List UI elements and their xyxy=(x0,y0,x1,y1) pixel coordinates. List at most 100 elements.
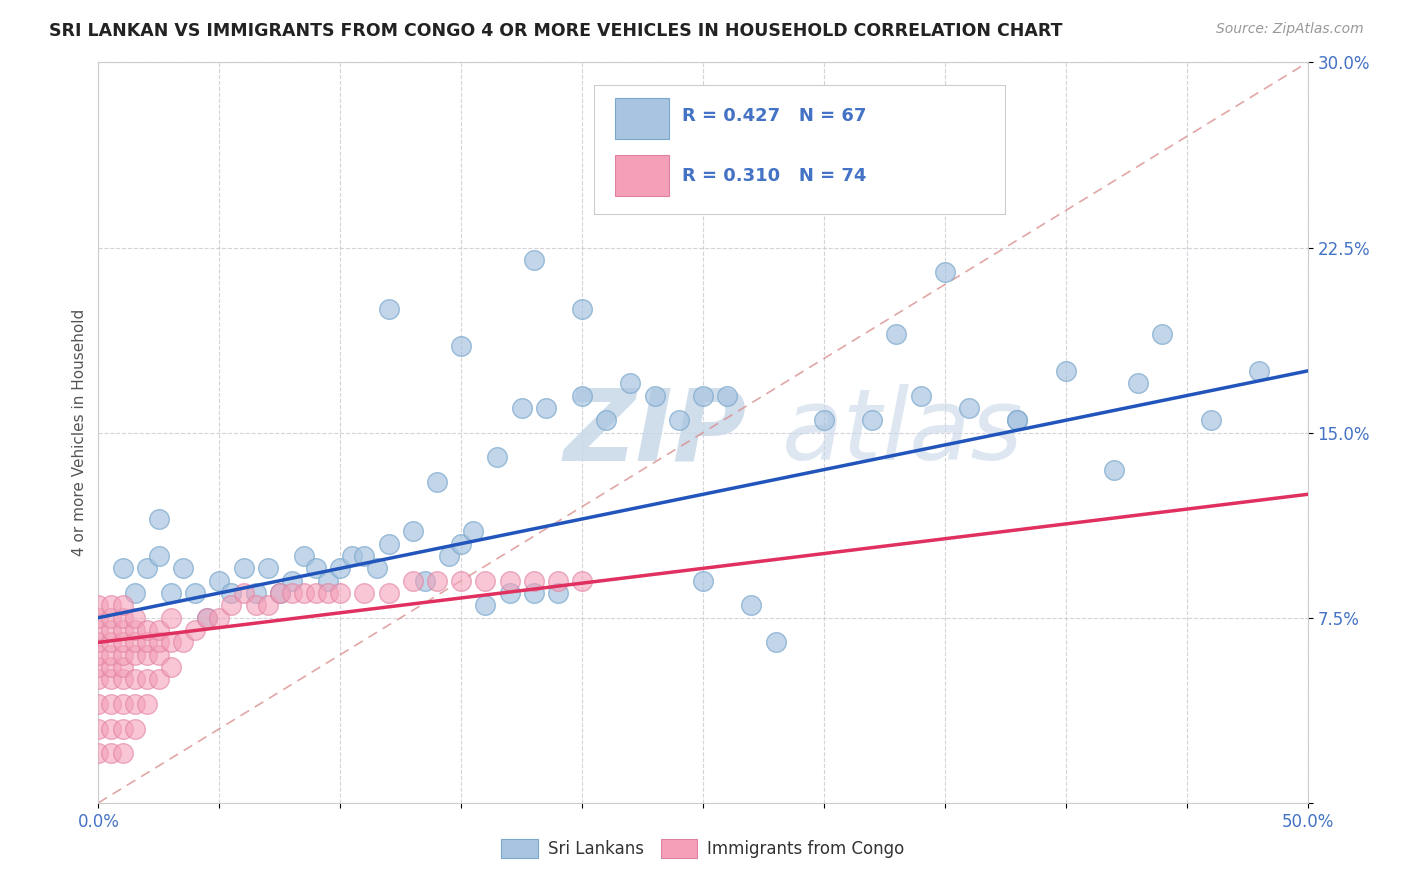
Point xyxy=(619,376,641,391)
Point xyxy=(184,586,207,600)
Point xyxy=(329,586,352,600)
Point xyxy=(740,599,762,613)
Point xyxy=(87,722,110,736)
Point xyxy=(87,660,110,674)
Point xyxy=(377,302,399,317)
Point xyxy=(256,561,278,575)
FancyBboxPatch shape xyxy=(614,155,669,195)
Point xyxy=(547,574,569,588)
Point xyxy=(498,574,520,588)
Point xyxy=(329,561,352,575)
Point xyxy=(245,599,267,613)
Point xyxy=(316,586,339,600)
Point xyxy=(148,623,170,637)
Point xyxy=(100,623,122,637)
Point xyxy=(135,561,157,575)
Point xyxy=(135,697,157,711)
Point xyxy=(353,586,375,600)
Text: R = 0.310   N = 74: R = 0.310 N = 74 xyxy=(682,167,868,185)
Point xyxy=(316,574,339,588)
Point xyxy=(281,574,304,588)
Point xyxy=(124,697,146,711)
Point xyxy=(437,549,460,563)
Point xyxy=(111,747,134,761)
Point xyxy=(87,635,110,649)
Point xyxy=(100,660,122,674)
Text: atlas: atlas xyxy=(782,384,1024,481)
Point xyxy=(111,673,134,687)
Point xyxy=(305,561,328,575)
Point xyxy=(1152,326,1174,341)
Point xyxy=(245,586,267,600)
Point xyxy=(571,388,593,402)
Point xyxy=(765,635,787,649)
Point xyxy=(474,599,496,613)
Point xyxy=(100,648,122,662)
Point xyxy=(547,586,569,600)
Point xyxy=(124,722,146,736)
Point xyxy=(1007,413,1029,427)
Point xyxy=(148,512,170,526)
Point xyxy=(124,586,146,600)
Point xyxy=(450,574,472,588)
Point xyxy=(111,599,134,613)
Point xyxy=(87,648,110,662)
Point xyxy=(269,586,291,600)
Point xyxy=(100,673,122,687)
Point xyxy=(886,326,908,341)
Point xyxy=(160,635,183,649)
Point xyxy=(813,129,835,144)
Point xyxy=(377,536,399,550)
Point xyxy=(195,610,218,624)
Point xyxy=(413,574,436,588)
FancyBboxPatch shape xyxy=(595,85,1005,214)
Point xyxy=(498,586,520,600)
Text: Source: ZipAtlas.com: Source: ZipAtlas.com xyxy=(1216,22,1364,37)
Point xyxy=(124,610,146,624)
Point xyxy=(148,549,170,563)
Point xyxy=(208,574,231,588)
Point xyxy=(148,673,170,687)
Point xyxy=(1249,364,1271,378)
Text: SRI LANKAN VS IMMIGRANTS FROM CONGO 4 OR MORE VEHICLES IN HOUSEHOLD CORRELATION : SRI LANKAN VS IMMIGRANTS FROM CONGO 4 OR… xyxy=(49,22,1063,40)
Point xyxy=(281,586,304,600)
Point xyxy=(256,599,278,613)
Point xyxy=(366,561,388,575)
Point xyxy=(124,648,146,662)
Point xyxy=(111,561,134,575)
Point xyxy=(692,388,714,402)
Point xyxy=(353,549,375,563)
Point xyxy=(172,561,194,575)
Point xyxy=(1199,413,1222,427)
Point xyxy=(571,302,593,317)
Point xyxy=(135,635,157,649)
Point xyxy=(148,635,170,649)
Point xyxy=(100,610,122,624)
Point xyxy=(221,599,243,613)
Point xyxy=(135,673,157,687)
Point xyxy=(1054,364,1077,378)
Point xyxy=(100,747,122,761)
Point xyxy=(523,586,546,600)
Point xyxy=(124,673,146,687)
FancyBboxPatch shape xyxy=(614,98,669,138)
Point xyxy=(221,586,243,600)
Point xyxy=(87,673,110,687)
Point xyxy=(184,623,207,637)
Point xyxy=(716,388,738,402)
Point xyxy=(292,586,315,600)
Point xyxy=(934,265,956,279)
Point xyxy=(100,635,122,649)
Point xyxy=(402,524,425,539)
Point xyxy=(523,252,546,267)
Point xyxy=(692,574,714,588)
Point xyxy=(813,413,835,427)
Point xyxy=(463,524,485,539)
Point xyxy=(305,586,328,600)
Point xyxy=(208,610,231,624)
Point xyxy=(510,401,533,415)
Point xyxy=(87,623,110,637)
Point xyxy=(135,648,157,662)
Point xyxy=(87,599,110,613)
Point xyxy=(111,623,134,637)
